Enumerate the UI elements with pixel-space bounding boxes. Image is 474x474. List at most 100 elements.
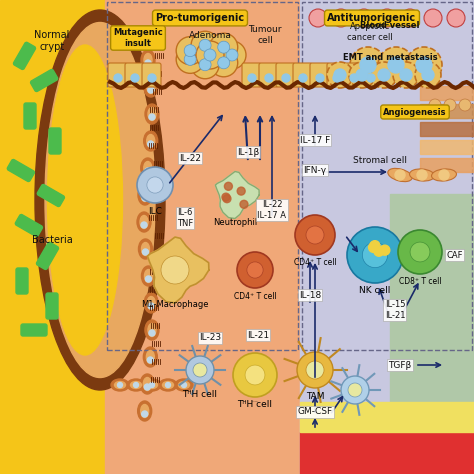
Ellipse shape [148, 323, 156, 337]
Ellipse shape [144, 162, 152, 174]
Circle shape [161, 256, 189, 284]
Bar [420, 104, 474, 118]
FancyBboxPatch shape [276, 63, 295, 87]
Circle shape [415, 62, 441, 88]
Bar [420, 140, 474, 154]
Text: IL-18: IL-18 [299, 291, 321, 300]
Text: EMT and metastasis: EMT and metastasis [343, 53, 438, 62]
Bar [420, 158, 474, 172]
Circle shape [145, 60, 151, 66]
Ellipse shape [163, 382, 173, 389]
Text: CD4⁺ T cell: CD4⁺ T cell [293, 258, 337, 267]
Bar [300, 402, 474, 432]
Text: TᴴH cell: TᴴH cell [252, 400, 258, 401]
Text: Mutagenic
insult: Mutagenic insult [113, 28, 163, 48]
Text: Angiogenesis: Angiogenesis [383, 108, 447, 117]
Circle shape [186, 356, 214, 384]
FancyBboxPatch shape [293, 63, 312, 87]
Circle shape [143, 249, 148, 255]
Bar [420, 122, 474, 136]
Ellipse shape [141, 243, 149, 255]
Circle shape [148, 303, 154, 309]
Circle shape [370, 241, 380, 251]
Ellipse shape [143, 379, 161, 391]
Circle shape [350, 47, 386, 83]
Text: Bacteria: Bacteria [32, 235, 73, 245]
Circle shape [398, 230, 442, 274]
Circle shape [248, 74, 256, 82]
FancyBboxPatch shape [242, 63, 261, 87]
FancyBboxPatch shape [327, 63, 346, 87]
Circle shape [341, 376, 369, 404]
Circle shape [165, 383, 171, 388]
Circle shape [282, 74, 290, 82]
Ellipse shape [144, 131, 158, 151]
Circle shape [316, 74, 324, 82]
Circle shape [388, 57, 404, 73]
Circle shape [193, 363, 207, 377]
Text: IL-15
IL-21: IL-15 IL-21 [385, 301, 405, 319]
Ellipse shape [145, 320, 159, 340]
FancyBboxPatch shape [36, 242, 59, 270]
Text: IL-21: IL-21 [247, 330, 269, 339]
Circle shape [137, 167, 173, 203]
Ellipse shape [137, 401, 152, 421]
Ellipse shape [35, 10, 165, 390]
Text: TGFβ: TGFβ [388, 361, 411, 370]
Circle shape [199, 39, 211, 51]
Text: IL-6
TNF: IL-6 TNF [177, 208, 193, 228]
Circle shape [147, 357, 154, 363]
Ellipse shape [143, 377, 151, 391]
Circle shape [356, 69, 368, 81]
Circle shape [118, 383, 122, 388]
Text: TᴴH cell: TᴴH cell [182, 390, 218, 399]
Text: Stromal cell: Stromal cell [353, 155, 407, 164]
Circle shape [210, 49, 238, 77]
Circle shape [309, 9, 327, 27]
Text: CD8⁺ T cell: CD8⁺ T cell [399, 277, 441, 286]
Ellipse shape [47, 45, 122, 355]
Circle shape [148, 87, 154, 93]
Circle shape [191, 31, 219, 59]
Text: TᴴH cell: TᴴH cell [237, 400, 273, 409]
Ellipse shape [143, 347, 157, 367]
Ellipse shape [146, 350, 155, 364]
Text: Antitumorigenic: Antitumorigenic [328, 13, 417, 23]
Circle shape [374, 246, 384, 256]
Bar [420, 86, 474, 100]
Circle shape [196, 41, 224, 69]
Text: GM-CSF: GM-CSF [298, 408, 333, 417]
Bar [300, 0, 474, 474]
Ellipse shape [147, 81, 155, 93]
Circle shape [134, 383, 138, 388]
Circle shape [218, 41, 246, 69]
Ellipse shape [148, 108, 156, 120]
Ellipse shape [175, 379, 193, 391]
Text: CD4⁺ T cell: CD4⁺ T cell [234, 292, 276, 301]
Circle shape [142, 411, 148, 417]
Text: Adenoma: Adenoma [189, 30, 231, 39]
Ellipse shape [179, 382, 190, 389]
Circle shape [333, 74, 341, 82]
Circle shape [148, 74, 156, 82]
Text: Pro-tumorigenic: Pro-tumorigenic [155, 13, 245, 23]
Circle shape [233, 353, 277, 397]
Ellipse shape [140, 374, 155, 394]
Text: ILC: ILC [148, 207, 162, 216]
Ellipse shape [144, 293, 158, 313]
Circle shape [378, 47, 414, 83]
Circle shape [417, 170, 427, 180]
Circle shape [416, 57, 432, 73]
Circle shape [371, 62, 397, 88]
Text: CAF: CAF [447, 250, 463, 259]
FancyBboxPatch shape [24, 103, 36, 129]
Ellipse shape [138, 185, 152, 205]
Text: IL-23: IL-23 [199, 334, 221, 343]
Ellipse shape [144, 77, 158, 97]
Ellipse shape [141, 404, 149, 418]
Circle shape [422, 69, 434, 81]
Circle shape [131, 74, 139, 82]
Ellipse shape [137, 212, 151, 232]
Circle shape [299, 74, 307, 82]
Circle shape [360, 57, 376, 73]
